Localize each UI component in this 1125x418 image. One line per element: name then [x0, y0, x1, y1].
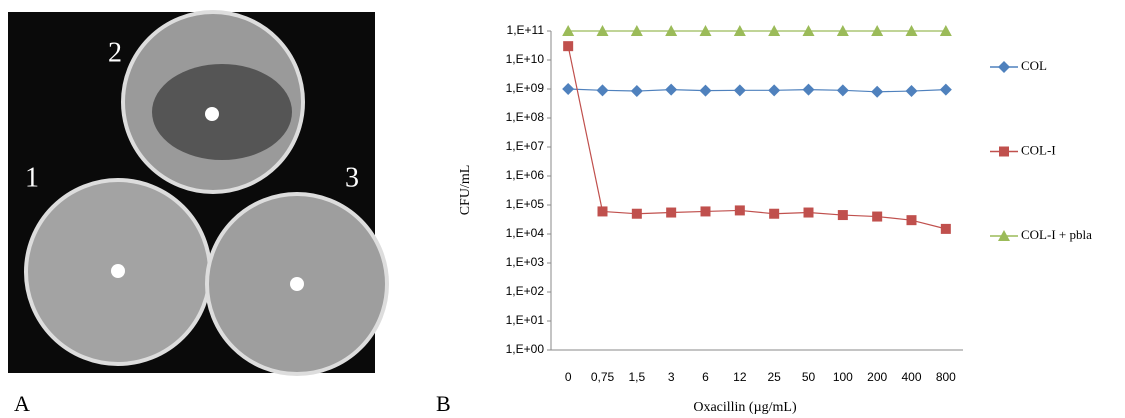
y-tick-label: 1,E+07 — [506, 139, 545, 153]
disk — [111, 264, 125, 278]
series-line — [567, 46, 946, 230]
data-point — [733, 84, 746, 97]
inhibition-zone — [152, 64, 292, 160]
legend-label: COL-I — [1021, 142, 1056, 157]
data-point — [699, 25, 712, 36]
data-point — [733, 25, 746, 36]
data-point — [802, 83, 815, 96]
data-point — [734, 205, 745, 216]
legend-marker — [998, 61, 1010, 73]
data-point — [630, 25, 643, 36]
x-tick-label: 12 — [733, 370, 747, 384]
y-tick-label: 1,E+02 — [506, 284, 545, 298]
legend-label: COL — [1021, 58, 1047, 73]
y-tick-label: 1,E+10 — [506, 52, 545, 66]
legend-marker — [998, 230, 1010, 241]
x-tick-label: 100 — [833, 370, 853, 384]
data-point — [871, 85, 884, 98]
data-point — [665, 83, 678, 96]
y-tick-label: 1,E+05 — [506, 197, 545, 211]
data-point — [836, 25, 849, 36]
data-point — [768, 25, 781, 36]
legend-marker — [999, 146, 1009, 157]
data-point — [562, 83, 575, 95]
dish-label: 2 — [108, 37, 122, 68]
y-tick-label: 1,E+03 — [506, 255, 545, 269]
photo: 1 2 3 — [8, 10, 389, 376]
x-tick-label: 400 — [901, 370, 921, 384]
data-point — [837, 210, 848, 221]
data-point — [871, 25, 884, 36]
y-tick-label: 1,E+09 — [506, 81, 545, 95]
data-point — [665, 25, 678, 36]
data-point — [939, 83, 952, 96]
data-point — [939, 25, 952, 36]
data-point — [700, 206, 711, 217]
data-point — [905, 85, 918, 98]
y-tick-label: 1,E+11 — [507, 23, 545, 37]
x-tick-label: 6 — [702, 370, 709, 384]
data-point — [836, 84, 849, 97]
x-tick-label: 1,5 — [628, 370, 645, 384]
data-point — [630, 85, 643, 98]
y-tick-label: 1,E+08 — [506, 110, 545, 124]
data-point — [596, 25, 609, 36]
dish-label: 1 — [25, 162, 39, 193]
x-tick-label: 800 — [936, 370, 956, 384]
panel-label: B — [436, 391, 451, 416]
y-tick-label: 1,E+04 — [506, 226, 545, 240]
dish-label: 3 — [345, 162, 359, 193]
x-tick-label: 50 — [802, 370, 816, 384]
data-point — [905, 25, 918, 36]
data-point — [906, 215, 917, 226]
y-tick-label: 1,E+01 — [506, 313, 545, 327]
data-point — [631, 208, 642, 219]
x-axis-title: Oxacillin (µg/mL) — [693, 400, 797, 415]
x-tick-label: 0 — [565, 370, 572, 384]
x-tick-label: 25 — [767, 370, 781, 384]
data-point — [872, 211, 883, 222]
data-point — [597, 206, 608, 217]
y-tick-label: 1,E+06 — [506, 168, 545, 182]
data-point — [666, 207, 677, 218]
data-point — [940, 223, 951, 234]
disk — [290, 277, 304, 291]
data-point — [768, 84, 781, 97]
y-tick-label: 1,E+00 — [506, 342, 545, 356]
data-point — [769, 208, 780, 219]
disk — [205, 107, 219, 121]
legend-label: COL-I + pbla — [1021, 227, 1092, 242]
x-tick-label: 0,75 — [591, 370, 615, 384]
x-tick-label: 200 — [867, 370, 887, 384]
data-point — [803, 207, 814, 218]
data-point — [802, 25, 815, 36]
data-point — [699, 84, 712, 97]
y-axis-title: CFU/mL — [458, 165, 473, 216]
data-point — [563, 41, 574, 52]
x-tick-label: 3 — [668, 370, 675, 384]
data-point — [562, 25, 575, 36]
data-point — [596, 84, 609, 97]
panel-label: A — [14, 391, 30, 416]
